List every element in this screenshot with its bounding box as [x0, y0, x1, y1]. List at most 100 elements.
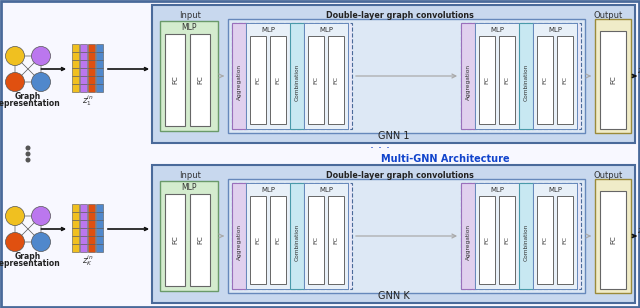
Bar	[88, 228, 95, 236]
Text: Aggregation: Aggregation	[465, 224, 470, 260]
Bar	[246, 23, 290, 129]
Bar	[72, 236, 79, 244]
Text: MLP: MLP	[261, 27, 275, 33]
Bar	[160, 21, 218, 131]
Bar	[72, 212, 79, 220]
Text: FC: FC	[610, 236, 616, 244]
Bar	[165, 34, 185, 126]
Text: Output: Output	[593, 171, 623, 180]
Text: $z_K^{in}$: $z_K^{in}$	[82, 253, 93, 269]
Text: FC: FC	[255, 76, 260, 84]
Bar	[72, 220, 79, 228]
Circle shape	[6, 47, 24, 66]
Text: FC: FC	[543, 236, 547, 244]
Circle shape	[31, 72, 51, 91]
Circle shape	[6, 72, 24, 91]
Bar	[152, 165, 635, 303]
Bar	[600, 31, 626, 129]
Bar	[246, 183, 290, 289]
Bar	[88, 204, 95, 212]
Bar	[270, 36, 286, 124]
Text: Combination: Combination	[294, 223, 300, 261]
Text: Double-layer graph convolutions: Double-layer graph convolutions	[326, 171, 474, 180]
Text: MLP: MLP	[490, 27, 504, 33]
Bar	[461, 23, 581, 129]
Text: FC: FC	[255, 236, 260, 244]
Bar	[80, 76, 87, 84]
Bar	[475, 23, 519, 129]
Text: MLP: MLP	[319, 187, 333, 193]
Bar	[80, 68, 87, 76]
Bar	[72, 204, 79, 212]
Bar	[557, 36, 573, 124]
Text: Combination: Combination	[524, 223, 529, 261]
Bar	[88, 44, 95, 52]
Text: FC: FC	[197, 236, 203, 244]
Bar	[96, 84, 103, 92]
Circle shape	[6, 233, 24, 252]
Text: FC: FC	[484, 76, 490, 84]
Bar	[461, 183, 475, 289]
Text: Graph: Graph	[15, 92, 41, 101]
Text: MLP: MLP	[319, 27, 333, 33]
Bar	[533, 183, 577, 289]
Bar	[328, 196, 344, 284]
Bar	[96, 60, 103, 68]
Bar	[80, 212, 87, 220]
Text: Combination: Combination	[294, 63, 300, 101]
Circle shape	[31, 233, 51, 252]
Bar	[232, 23, 352, 129]
Bar	[80, 44, 87, 52]
Text: FC: FC	[504, 76, 509, 84]
Bar	[80, 60, 87, 68]
Bar	[80, 52, 87, 60]
Bar	[461, 183, 581, 289]
Text: Input: Input	[179, 10, 201, 19]
Text: MLP: MLP	[181, 23, 196, 33]
Bar	[88, 52, 95, 60]
Bar	[228, 179, 585, 293]
Text: Graph: Graph	[15, 252, 41, 261]
Bar	[304, 183, 348, 289]
Text: MLP: MLP	[490, 187, 504, 193]
Bar	[80, 236, 87, 244]
Text: Aggregation: Aggregation	[465, 64, 470, 100]
Bar	[96, 44, 103, 52]
Bar	[475, 183, 519, 289]
Bar	[80, 204, 87, 212]
Bar	[72, 76, 79, 84]
Bar	[232, 23, 246, 129]
Bar	[537, 36, 553, 124]
Bar	[88, 236, 95, 244]
Text: FC: FC	[484, 236, 490, 244]
Text: FC: FC	[172, 76, 178, 84]
Bar	[250, 196, 266, 284]
Bar	[96, 212, 103, 220]
Text: Multi-GNN Architecture: Multi-GNN Architecture	[381, 154, 509, 164]
Text: Double-layer graph convolutions: Double-layer graph convolutions	[326, 10, 474, 19]
Bar	[328, 36, 344, 124]
Bar	[232, 183, 352, 289]
Text: FC: FC	[314, 236, 319, 244]
Text: FC: FC	[543, 76, 547, 84]
Text: $z_K^{out}$: $z_K^{out}$	[637, 224, 640, 238]
Text: FC: FC	[333, 76, 339, 84]
Bar	[600, 191, 626, 289]
Text: representation: representation	[0, 99, 60, 108]
Bar	[461, 23, 475, 129]
Circle shape	[6, 206, 24, 225]
Text: FC: FC	[197, 76, 203, 84]
Text: $z_1^{out}$: $z_1^{out}$	[637, 63, 640, 79]
Text: FC: FC	[563, 76, 568, 84]
Text: MLP: MLP	[548, 187, 562, 193]
Text: FC: FC	[275, 76, 280, 84]
Text: Aggregation: Aggregation	[237, 224, 241, 260]
Bar	[80, 220, 87, 228]
Bar	[88, 220, 95, 228]
Text: representation: representation	[0, 259, 60, 268]
Bar	[499, 196, 515, 284]
Bar	[96, 220, 103, 228]
Bar	[88, 76, 95, 84]
Bar	[80, 228, 87, 236]
Text: Output: Output	[593, 10, 623, 19]
